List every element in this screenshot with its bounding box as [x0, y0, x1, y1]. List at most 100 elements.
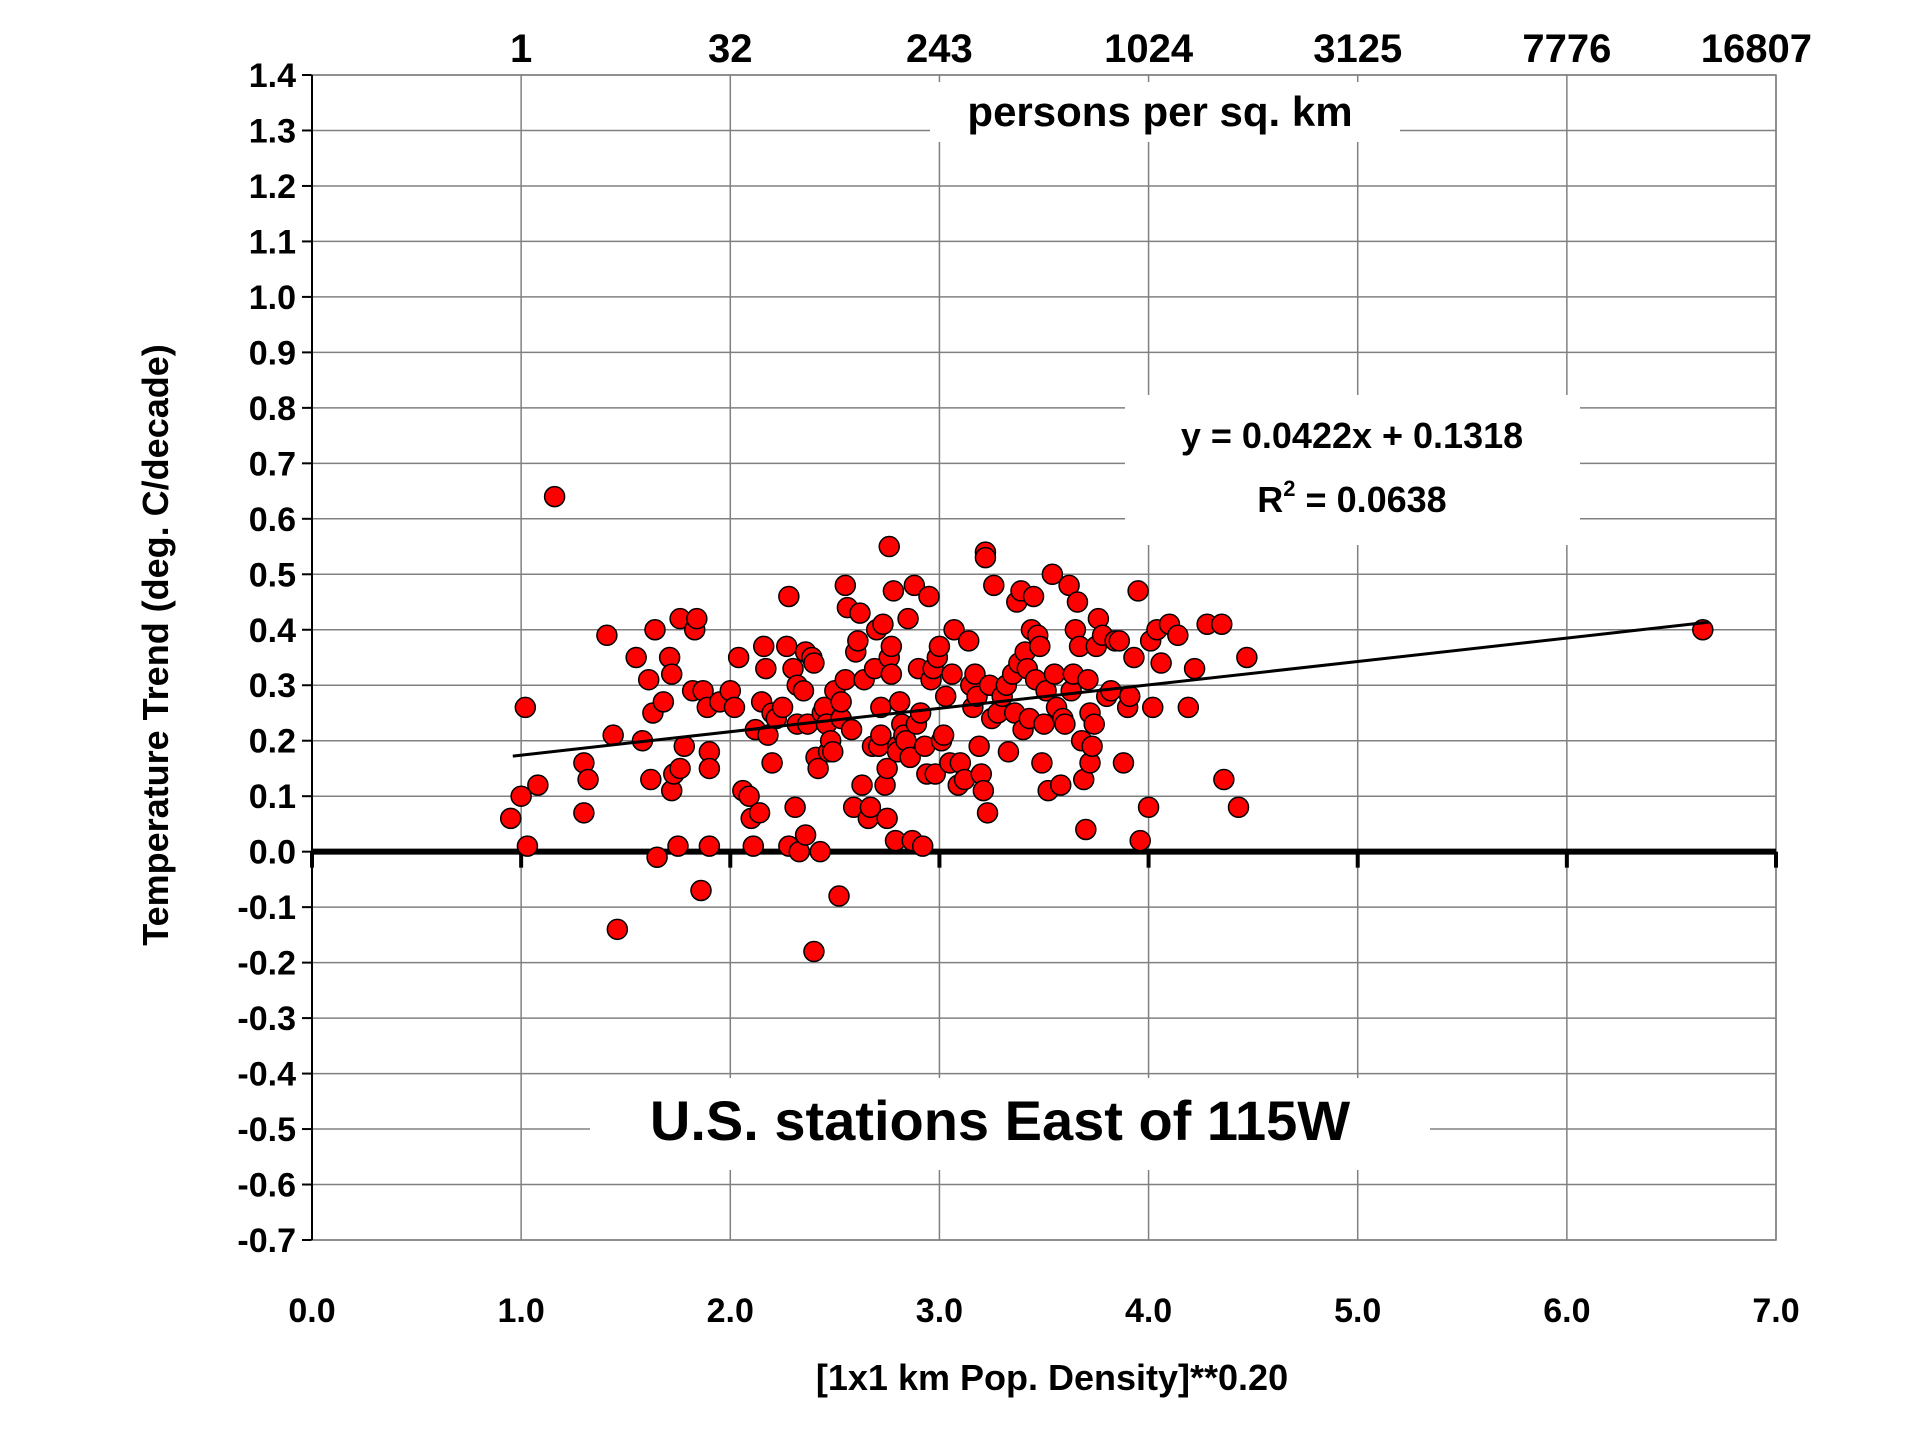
data-point	[834, 574, 857, 597]
data-point	[499, 807, 522, 830]
data-point	[660, 663, 683, 685]
data-point	[755, 657, 777, 680]
y-tick-label: 1.3	[249, 112, 296, 150]
secondary-x-axis-label: persons per sq. km	[967, 88, 1352, 135]
data-point	[1123, 646, 1145, 669]
data-point	[784, 796, 806, 819]
data-point	[878, 535, 900, 558]
data-point	[849, 602, 871, 624]
y-tick-label: 1.2	[249, 168, 296, 206]
data-point	[909, 702, 932, 724]
data-point	[882, 580, 905, 602]
data-point	[1029, 635, 1051, 658]
data-point	[840, 718, 863, 741]
data-point	[903, 574, 926, 597]
top-tick-label: 1024	[1104, 27, 1194, 71]
chart-title-box	[590, 1078, 1430, 1170]
x-tick-label: 5.0	[1334, 1292, 1381, 1330]
data-point	[1081, 735, 1103, 758]
data-point	[771, 696, 794, 719]
data-point	[606, 918, 629, 941]
y-tick-label: -0.4	[237, 1056, 296, 1094]
data-point	[807, 757, 829, 780]
data-point	[974, 546, 997, 569]
y-tick-label: 0.1	[249, 778, 296, 816]
x-tick-label: 7.0	[1752, 1292, 1799, 1330]
data-point	[637, 668, 660, 691]
data-point	[872, 613, 894, 635]
data-point	[738, 785, 760, 807]
data-point	[847, 630, 869, 652]
data-point	[928, 635, 951, 658]
trend-equation: y = 0.0422x + 0.1318	[1181, 415, 1523, 456]
data-point	[673, 735, 696, 758]
data-point	[698, 757, 721, 780]
data-point	[1033, 713, 1055, 735]
top-tick-label: 7776	[1522, 27, 1611, 71]
data-point	[640, 768, 662, 791]
y-tick-label: -0.6	[237, 1167, 296, 1205]
data-point	[830, 691, 852, 713]
data-point	[742, 835, 765, 857]
data-point	[911, 835, 934, 857]
data-point	[1118, 685, 1141, 708]
data-point	[1167, 624, 1189, 647]
data-point	[596, 624, 618, 647]
top-tick-label: 243	[906, 27, 973, 71]
data-point	[851, 774, 873, 796]
x-tick-label: 3.0	[916, 1292, 963, 1330]
data-point	[667, 835, 689, 857]
data-point	[897, 607, 919, 630]
x-tick-label: 1.0	[498, 1292, 545, 1330]
data-point	[876, 807, 898, 830]
data-point	[794, 824, 817, 846]
data-point	[924, 763, 946, 785]
data-point	[1083, 713, 1105, 735]
data-point	[828, 885, 850, 907]
data-point	[669, 757, 691, 780]
data-point	[1049, 774, 1072, 796]
x-tick-label: 6.0	[1543, 1292, 1590, 1330]
data-point	[1054, 713, 1076, 735]
data-point	[1043, 663, 1066, 685]
trendline-group	[512, 620, 1710, 758]
data-point	[516, 835, 539, 857]
data-point	[976, 802, 999, 824]
r-squared-label: R2 = 0.0638	[1257, 476, 1446, 520]
data-point	[1077, 668, 1099, 691]
data-point	[686, 607, 708, 630]
y-tick-label: 1.0	[249, 279, 296, 317]
r-squared-prefix: R	[1257, 479, 1283, 520]
y-tick-label: -0.7	[237, 1222, 296, 1260]
y-tick-label: 0.0	[249, 834, 296, 872]
data-point	[1129, 829, 1151, 852]
y-tick-label: 0.7	[249, 445, 296, 483]
data-point	[752, 635, 775, 658]
data-point	[880, 663, 903, 685]
y-tick-label: 0.6	[249, 501, 296, 539]
data-point	[1213, 768, 1235, 791]
data-point	[934, 685, 957, 708]
data-point	[1031, 752, 1053, 774]
data-point	[1075, 818, 1097, 841]
data-point	[761, 752, 783, 774]
data-point	[899, 746, 921, 769]
axes	[302, 74, 1778, 1241]
y-tick-label: -0.2	[237, 945, 296, 983]
x-tick-label: 2.0	[707, 1292, 754, 1330]
data-point	[888, 691, 911, 713]
y-tick-label: -0.1	[237, 889, 296, 927]
y-tick-label: 0.4	[249, 612, 296, 650]
data-point	[1236, 646, 1258, 669]
data-point	[644, 619, 666, 641]
top-tick-label: 32	[708, 27, 753, 71]
data-point	[602, 724, 624, 746]
data-point	[1108, 630, 1131, 652]
data-point	[543, 485, 566, 508]
data-point	[577, 768, 599, 791]
y-tick-label: 0.8	[249, 390, 296, 428]
data-points	[499, 485, 1714, 963]
data-point	[690, 879, 712, 902]
